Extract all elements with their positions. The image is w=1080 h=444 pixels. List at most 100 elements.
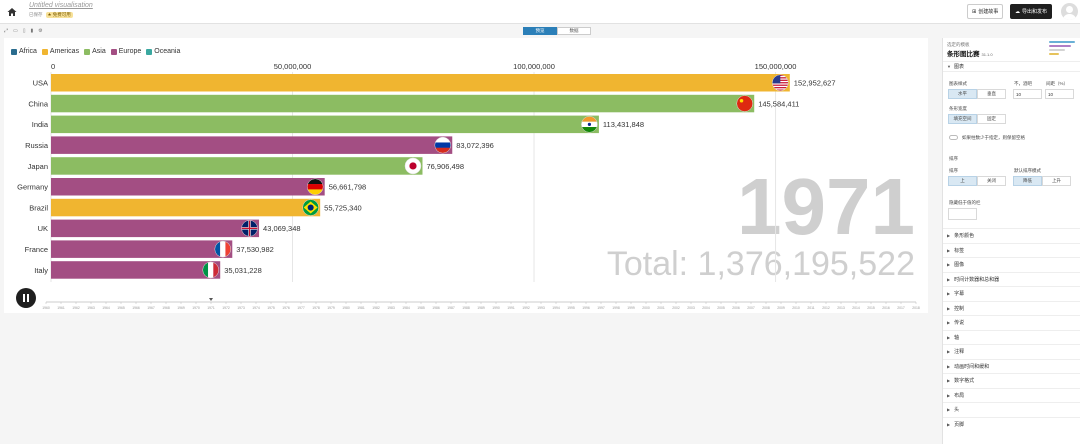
timeline-year-label: 2016 <box>882 306 890 310</box>
legend-item-asia[interactable]: Asia <box>84 48 106 55</box>
section-label: 轴 <box>954 334 960 341</box>
section-13-header[interactable]: ▶ 页脚 <box>943 416 1080 432</box>
timeline-year-label: 2012 <box>822 306 830 310</box>
timeline-year-label: 2007 <box>747 306 755 310</box>
bar-rect <box>51 136 453 154</box>
section-8-header[interactable]: ▶ 注释 <box>943 344 1080 359</box>
bar-rect <box>51 157 423 175</box>
flag-japan-icon <box>404 157 421 174</box>
template-name[interactable]: 条形图比赛 31.1.0 <box>947 51 993 58</box>
cloud-icon: ☁ <box>1015 8 1020 15</box>
section-4-header[interactable]: ▶ 字幕 <box>943 286 1080 301</box>
home-button[interactable] <box>0 0 24 24</box>
tab-data[interactable]: 数据 <box>557 27 591 35</box>
timeline-year-label: 1995 <box>567 306 575 310</box>
section-7-header[interactable]: ▶ 轴 <box>943 329 1080 345</box>
timeline-year-label: 1999 <box>627 306 635 310</box>
timeline-year-label: 1970 <box>192 306 200 310</box>
sort-desc-option[interactable]: 降低 <box>1013 176 1042 186</box>
timeline-year-label: 1991 <box>507 306 515 310</box>
timeline-year-label: 2000 <box>642 306 650 310</box>
section-0-header[interactable]: ▶ 条形颜色 <box>943 228 1080 243</box>
chevron-right-icon: ▶ <box>947 262 951 268</box>
section-label: 页脚 <box>954 421 965 428</box>
bar-rect <box>51 74 790 92</box>
timeline-year-label: 2002 <box>672 306 680 310</box>
tab-preview[interactable]: 预览 <box>523 27 557 35</box>
bar-name-label: UK <box>38 224 48 233</box>
timeline-year-label: 1982 <box>372 306 380 310</box>
timeline-year-label: 1969 <box>177 306 185 310</box>
avatar[interactable] <box>1061 3 1078 20</box>
pause-button[interactable] <box>16 288 36 308</box>
legend-item-oceania[interactable]: Oceania <box>146 48 180 55</box>
visualisation-title[interactable]: Untitled visualisation <box>29 2 93 9</box>
export-publish-button[interactable]: ☁ 导出和发布 <box>1010 4 1053 19</box>
section-3-header[interactable]: ▶ 时间计数器和总和器 <box>943 271 1080 287</box>
bar-russia: Russia 83,072,396 <box>25 136 494 154</box>
mobile-icon[interactable]: ▮ <box>30 28 34 34</box>
legend-item-europe[interactable]: Europe <box>110 48 141 55</box>
flag-brazil-icon <box>302 199 319 216</box>
section-label: 字幕 <box>954 291 965 298</box>
flag-india-icon <box>581 116 598 133</box>
gap-input[interactable]: 10 <box>1045 89 1074 99</box>
new-story-button[interactable]: ⊞ 创建故事 <box>967 4 1004 19</box>
tablet-icon[interactable]: ▯ <box>22 28 26 34</box>
total-counter: Total: 1,376,195,522 <box>607 245 915 283</box>
bar-name-label: Japan <box>28 162 48 171</box>
section-12-header[interactable]: ▶ 头 <box>943 402 1080 417</box>
section-6-header[interactable]: ▶ 传说 <box>943 315 1080 330</box>
section-10-header[interactable]: ▶ 数字格式 <box>943 373 1080 388</box>
section-11-header[interactable]: ▶ 布局 <box>943 387 1080 403</box>
horizontal-option[interactable]: 水平 <box>948 89 977 99</box>
sort-on-option[interactable]: 上 <box>948 176 977 186</box>
timeline-year-label: 1961 <box>57 306 65 310</box>
bar-name-label: Russia <box>25 141 49 150</box>
flag-france-icon <box>214 241 231 258</box>
timeline-marker[interactable] <box>209 298 213 301</box>
section-label: 标签 <box>954 247 965 254</box>
section-2-header[interactable]: ▶ 图像 <box>943 257 1080 272</box>
legend-swatch <box>110 48 117 55</box>
section-1-header[interactable]: ▶ 标签 <box>943 242 1080 258</box>
section-label: 布局 <box>954 392 965 399</box>
settings-panel: 选定的模板 条形图比赛 31.1.0 ▼ 图表 图表样式 水平 垂直 不，酒吧 10… <box>942 38 1080 444</box>
flag-border <box>434 136 452 154</box>
timeline-year-label: 1971 <box>207 306 215 310</box>
grid-icon: ⊞ <box>972 8 977 15</box>
timeline-year-label: 1974 <box>252 306 260 310</box>
timeline-year-label: 1979 <box>327 306 335 310</box>
timeline-year-label: 1998 <box>612 306 620 310</box>
section-5-header[interactable]: ▶ 控制 <box>943 300 1080 316</box>
keep-space-toggle[interactable] <box>949 135 958 140</box>
timeline-year-label: 1992 <box>522 306 530 310</box>
top-bar: Untitled visualisation 已保存 ★ 免费可用 ⊞ 创建故事… <box>0 0 1080 24</box>
legend-item-americas[interactable]: Americas <box>41 48 79 55</box>
hide-below-input[interactable] <box>948 208 977 220</box>
timeline-year-label: 1980 <box>342 306 350 310</box>
flag-border <box>241 220 258 237</box>
section-chart-label: 图表 <box>953 64 964 70</box>
bar-value-label: 37,530,982 <box>236 245 274 254</box>
hide-below-label: 隐藏低于值的栏 <box>949 200 981 205</box>
section-chart-header[interactable]: ▼ 图表 <box>943 62 1080 72</box>
desktop-icon[interactable]: ▭ <box>13 28 18 34</box>
flag-germany-icon <box>307 178 324 195</box>
fixed-option[interactable]: 固定 <box>977 114 1006 124</box>
bars-count-input[interactable]: 10 <box>1013 89 1042 99</box>
legend-item-africa[interactable]: Africa <box>11 48 37 55</box>
bar-value-label: 83,072,396 <box>456 141 494 150</box>
timeline-year-label: 1981 <box>357 306 365 310</box>
vertical-option[interactable]: 垂直 <box>977 89 1006 99</box>
sort-asc-option[interactable]: 上升 <box>1042 176 1071 186</box>
fill-space-option[interactable]: 填充空间 <box>948 114 977 124</box>
section-9-header[interactable]: ▶ 动画时间和缓和 <box>943 358 1080 374</box>
template-thumbnail[interactable] <box>1049 41 1079 61</box>
settings-icon[interactable]: ⚙ <box>38 28 43 34</box>
bar-france: France 37,530,982 <box>25 240 274 258</box>
sort-off-option[interactable]: 关闭 <box>977 176 1006 186</box>
section-label: 时间计数器和总和器 <box>954 276 1000 283</box>
template-small-label: 选定的模板 <box>947 42 970 47</box>
expand-icon[interactable]: ⤢ <box>4 28 9 34</box>
